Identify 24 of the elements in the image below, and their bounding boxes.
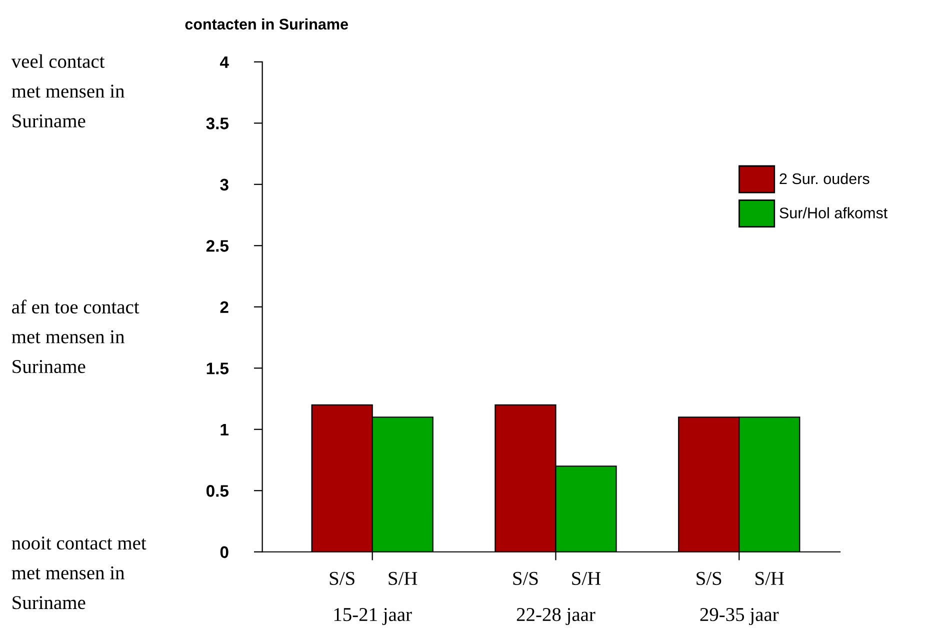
x-tick-label: 15-21 jaar <box>334 608 412 626</box>
y-tick-label: 2.5 <box>206 240 229 252</box>
text: S/S <box>513 572 538 585</box>
y-tick-label: 4 <box>220 56 229 68</box>
chart-title: contacten in Suriname <box>185 18 348 30</box>
y-tick-label: 3 <box>220 178 228 191</box>
text: S/H <box>388 572 418 585</box>
x-tick-label: 29-35 jaar <box>700 608 779 626</box>
text: af en toe contact met mensen in Suriname <box>12 300 140 374</box>
text: S/H <box>756 572 784 585</box>
text: S/H <box>572 572 601 585</box>
y-tick-label: 2 <box>220 301 228 313</box>
x-tick-label: 22-28 jaar <box>516 608 596 626</box>
legend-label: 2 Sur. ouders <box>780 172 870 184</box>
text: S/S <box>330 572 354 585</box>
text: nooit contact met met mensen in Suriname <box>12 536 146 610</box>
legend-label: Sur/Hol afkomst <box>780 207 888 218</box>
y-tick-label: 1.5 <box>206 362 229 374</box>
text: veel contact met mensen in Suriname <box>11 54 124 128</box>
text: S/S <box>696 572 722 585</box>
y-tick-label: 0.5 <box>206 485 229 497</box>
y-tick-label: 3.5 <box>206 118 229 130</box>
y-tick-label: 0 <box>220 546 228 558</box>
y-tick-label: 1 <box>220 424 229 436</box>
